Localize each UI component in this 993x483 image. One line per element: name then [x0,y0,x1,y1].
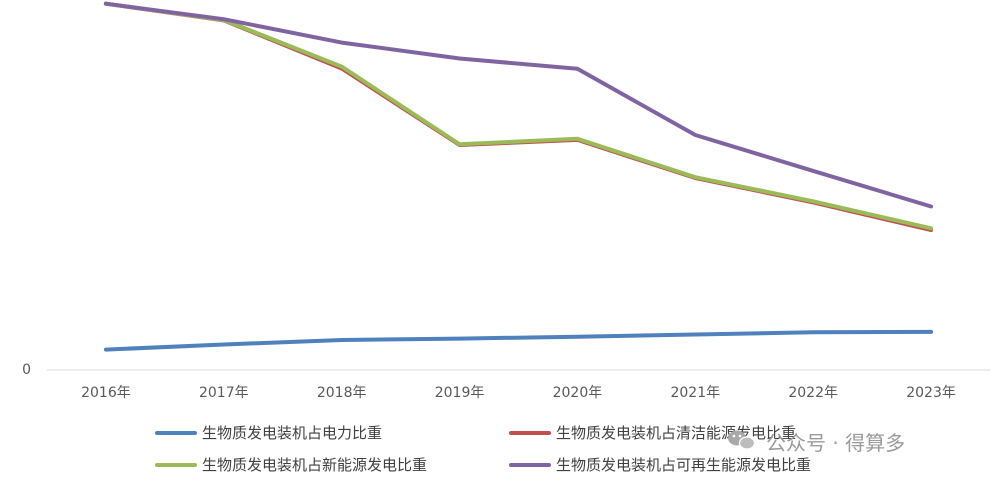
legend-label-3: 生物质发电装机占新能源发电比重 [202,456,427,474]
x-tick-labels: 2016年 2017年 2018年 2019年 2020年 2021年 2022年 2023年 [81,385,956,401]
x-tick-label: 2019年 [435,385,485,401]
legend-label-4: 生物质发电装机占可再生能源发电比重 [556,456,811,474]
series-line-1 [103,329,934,352]
x-tick-label: 2022年 [788,385,838,401]
x-tick-label: 2018年 [317,385,367,401]
legend: 生物质发电装机占电力比重 生物质发电装机占清洁能源发电比重生物质发电装机占新能源发… [155,424,811,474]
watermark: 公众号 · 得算多 [728,430,905,455]
x-tick-label: 2020年 [553,385,603,401]
watermark-text: 公众号 · 得算多 [766,431,905,455]
series-layer [103,1,934,352]
x-tick-label: 2017年 [199,385,249,401]
legend-label-1: 生物质发电装机占电力比重 [202,424,382,442]
y-tick-label: 0 [22,362,31,378]
series-line-3 [103,1,934,231]
x-tick-label: 2016年 [81,385,131,401]
legend-label-2: 生物质发电装机占清洁能源发电比重 [556,424,796,442]
series-line-4 [103,1,934,209]
x-tick-label: 2023年 [906,385,956,401]
series-line-2 [103,1,934,233]
wechat-icon [728,430,756,450]
x-tick-label: 2021年 [670,385,720,401]
